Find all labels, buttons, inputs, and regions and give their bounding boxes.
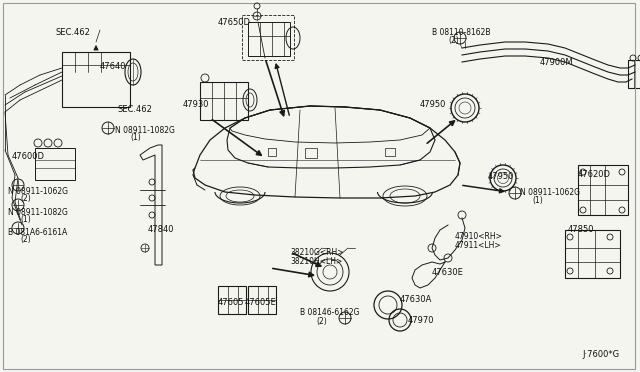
Text: 38210H<LH>: 38210H<LH> [290,257,342,266]
Bar [628,60,640,88]
Text: (1): (1) [130,133,141,142]
Text: J·7600*G: J·7600*G [582,350,619,359]
Text: B 08110-8162B: B 08110-8162B [432,28,490,37]
Text: 47605: 47605 [218,298,244,307]
Bar [218,286,246,314]
Text: (1): (1) [532,196,543,205]
Text: 47970: 47970 [408,316,435,325]
Bar [200,82,248,120]
Text: 47630E: 47630E [432,268,464,277]
Text: N 08911-1062G: N 08911-1062G [8,187,68,196]
Text: 47930: 47930 [183,100,209,109]
Text: (2): (2) [316,317,327,326]
Bar [565,230,620,278]
Bar [248,286,276,314]
Text: 47600D: 47600D [12,152,45,161]
Text: B 081A6-6161A: B 081A6-6161A [8,228,67,237]
Bar [268,148,276,156]
Text: 47950: 47950 [488,172,515,181]
Text: 47650D: 47650D [218,18,251,27]
Bar [242,15,294,60]
Text: 47630A: 47630A [400,295,433,304]
Text: (2): (2) [20,194,31,203]
Text: N 08911-1082G: N 08911-1082G [115,126,175,135]
Text: (1): (1) [20,215,31,224]
Text: 47620D: 47620D [578,170,611,179]
Text: (2): (2) [448,36,459,45]
Text: 47911<LH>: 47911<LH> [455,241,502,250]
Bar [385,148,395,156]
Text: SEC.462: SEC.462 [118,105,153,114]
Bar [248,22,290,56]
Bar [35,148,75,180]
Text: B 08146-6162G: B 08146-6162G [300,308,360,317]
Bar [578,165,628,215]
Text: 47640: 47640 [100,62,127,71]
Text: 47900M: 47900M [540,58,573,67]
Text: N 08911-1062G: N 08911-1062G [520,188,580,197]
Text: 38210G<RH>: 38210G<RH> [290,248,344,257]
Text: 47850: 47850 [568,225,595,234]
Bar [305,148,317,158]
Bar [62,52,130,107]
Text: (2): (2) [20,235,31,244]
Text: 47840: 47840 [148,225,175,234]
Text: SEC.462: SEC.462 [55,28,90,37]
Text: 47910<RH>: 47910<RH> [455,232,503,241]
Text: 47605E: 47605E [245,298,276,307]
Text: 47950: 47950 [420,100,446,109]
Text: N 08911-1082G: N 08911-1082G [8,208,68,217]
